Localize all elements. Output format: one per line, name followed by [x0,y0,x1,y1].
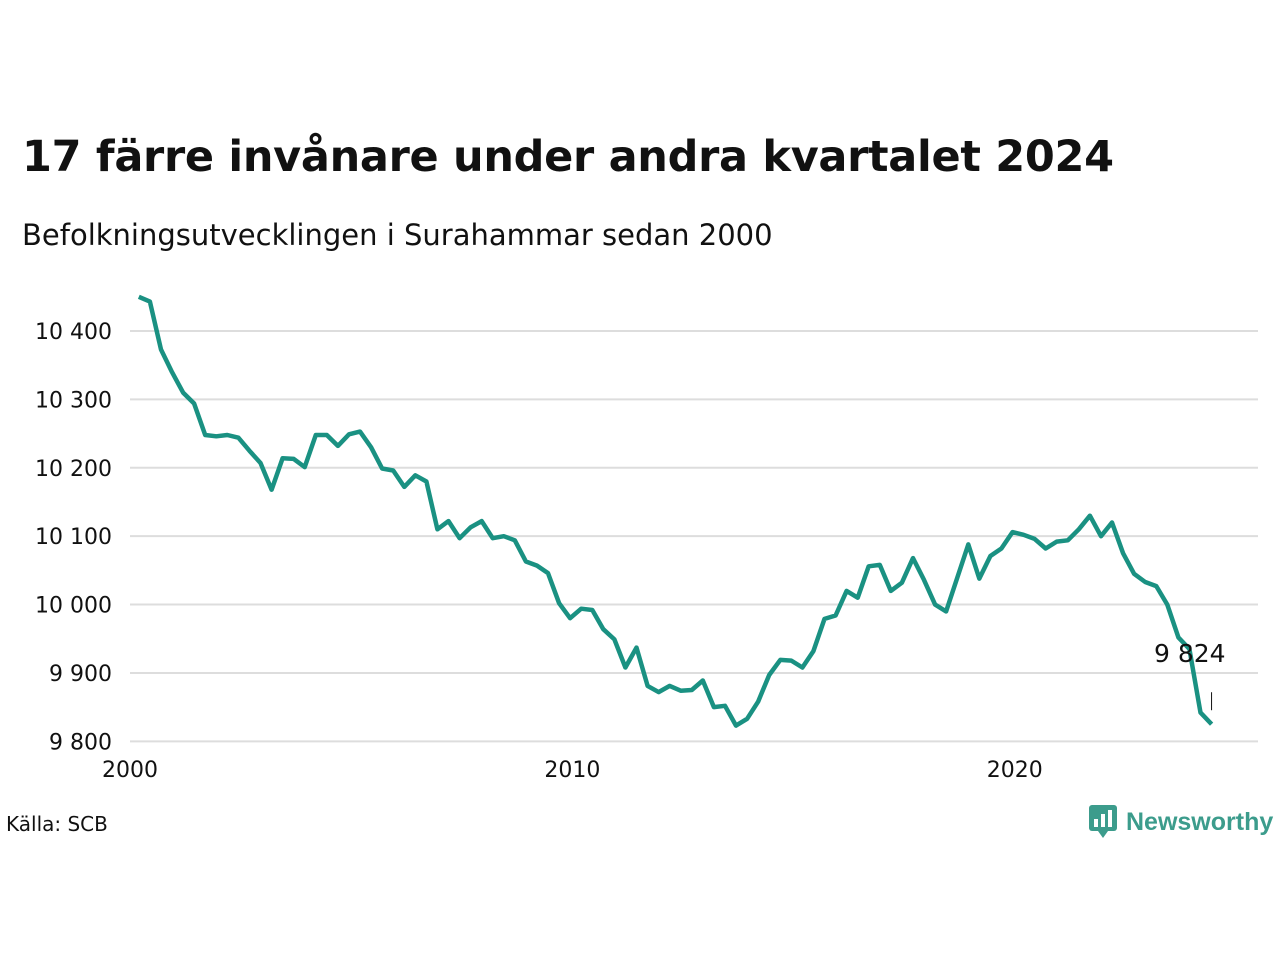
series-line-population [137,294,1214,728]
gridlines [130,330,1258,743]
y-tick-label: 9 900 [49,662,112,687]
y-tick-label: 10 000 [35,594,112,619]
x-axis-ticks: 2000 2010 2020 [102,758,1043,783]
source-note: Källa: SCB [6,812,108,836]
y-tick-label: 9 800 [49,730,112,755]
x-tick-label: 2000 [102,758,158,783]
x-tick-label: 2010 [544,758,600,783]
y-tick-label: 10 400 [35,320,112,345]
y-tick-label: 10 200 [35,457,112,482]
y-axis-ticks: 9 800 9 900 10 000 10 100 10 200 10 300 10 400 [35,320,112,755]
y-tick-label: 10 300 [35,388,112,413]
end-value-label: 9 824 [1154,639,1226,668]
chart-subtitle: Befolkningsutvecklingen i Surahammar sed… [22,218,773,252]
newsworthy-chart-bubble-icon [1089,805,1117,838]
y-tick-label: 10 100 [35,525,112,550]
brand-name: Newsworthy [1126,807,1274,836]
chart-title: 17 färre invånare under andra kvartalet … [22,132,1114,182]
x-tick-label: 2020 [987,758,1043,783]
newsworthy-logo: Newsworthy [1088,804,1273,840]
